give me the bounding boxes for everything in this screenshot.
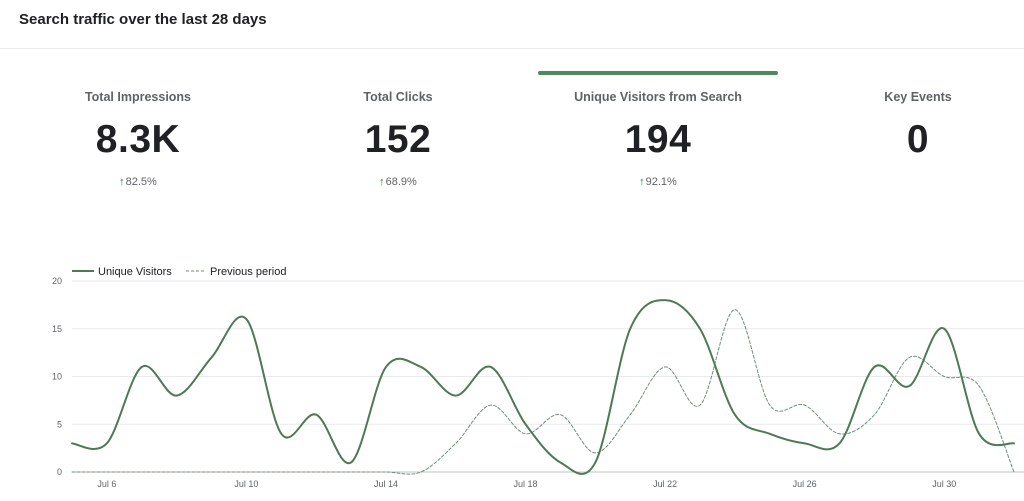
metric-value: 8.3K <box>95 118 181 161</box>
x-tick-label-jul-22: Jul 22 <box>653 479 677 489</box>
x-tick-label-jul-30: Jul 30 <box>932 479 956 489</box>
legend-label-previous-period: Previous period <box>210 266 286 278</box>
y-tick-label-0: 0 <box>57 467 62 477</box>
metric-delta: ↑68.9% <box>278 176 518 190</box>
trend-up-icon: ↑ <box>639 176 645 188</box>
metric-card-key-events[interactable]: Key Events 0 <box>798 90 1024 190</box>
metric-delta <box>798 176 1024 190</box>
y-tick-label-20: 20 <box>52 276 62 286</box>
metric-card-total-clicks[interactable]: Total Clicks 152 ↑68.9% <box>278 90 518 190</box>
metric-delta-value: 92.1% <box>645 176 677 188</box>
x-tick-label-jul-26: Jul 26 <box>793 479 817 489</box>
metric-delta: ↑82.5% <box>18 176 258 190</box>
page-header: Search traffic over the last 28 days <box>0 0 1024 49</box>
metric-delta-value: 68.9% <box>385 176 417 188</box>
visitors-line-chart: Unique Visitors Previous period 0 5 10 15 20… <box>52 266 1024 489</box>
y-tick-label-15: 15 <box>52 324 62 334</box>
metric-card-total-impressions[interactable]: Total Impressions 8.3K ↑82.5% <box>18 90 258 190</box>
metric-label: Key Events <box>884 90 952 104</box>
metric-value: 0 <box>906 118 930 161</box>
metric-value: 194 <box>624 118 692 161</box>
x-tick-label-jul-10: Jul 10 <box>234 479 258 489</box>
metric-delta: ↑92.1% <box>538 176 778 190</box>
x-tick-label-jul-14: Jul 14 <box>374 479 398 489</box>
chart-legend[interactable]: Unique Visitors Previous period <box>72 266 286 278</box>
metric-label: Total Clicks <box>363 90 433 104</box>
x-axis-ticks: Jul 6 Jul 10 Jul 14 Jul 18 Jul 22 Jul 26 Jul 3… <box>97 479 956 489</box>
y-axis-ticks: 0 5 10 15 20 <box>52 276 62 477</box>
trend-up-icon: ↑ <box>119 176 125 188</box>
page-title: Search traffic over the last 28 days <box>19 11 267 28</box>
trend-up-icon: ↑ <box>379 176 385 188</box>
active-metric-indicator <box>538 71 778 75</box>
metric-card-unique-visitors[interactable]: Unique Visitors from Search 194 ↑92.1% <box>538 90 778 190</box>
metric-delta-value: 82.5% <box>125 176 157 188</box>
series-line-previous-period <box>71 309 1015 475</box>
series-line-unique-visitors <box>71 299 1015 475</box>
x-tick-label-jul-18: Jul 18 <box>514 479 538 489</box>
y-tick-label-5: 5 <box>57 419 62 429</box>
chart-gridlines <box>72 280 1024 473</box>
chart-series <box>71 299 1015 475</box>
x-tick-label-jul-6: Jul 6 <box>97 479 116 489</box>
metric-label: Total Impressions <box>84 90 192 104</box>
metric-value: 152 <box>364 118 432 161</box>
legend-label-unique-visitors: Unique Visitors <box>98 266 172 278</box>
metric-label: Unique Visitors from Search <box>574 90 742 104</box>
y-tick-label-10: 10 <box>52 372 62 382</box>
